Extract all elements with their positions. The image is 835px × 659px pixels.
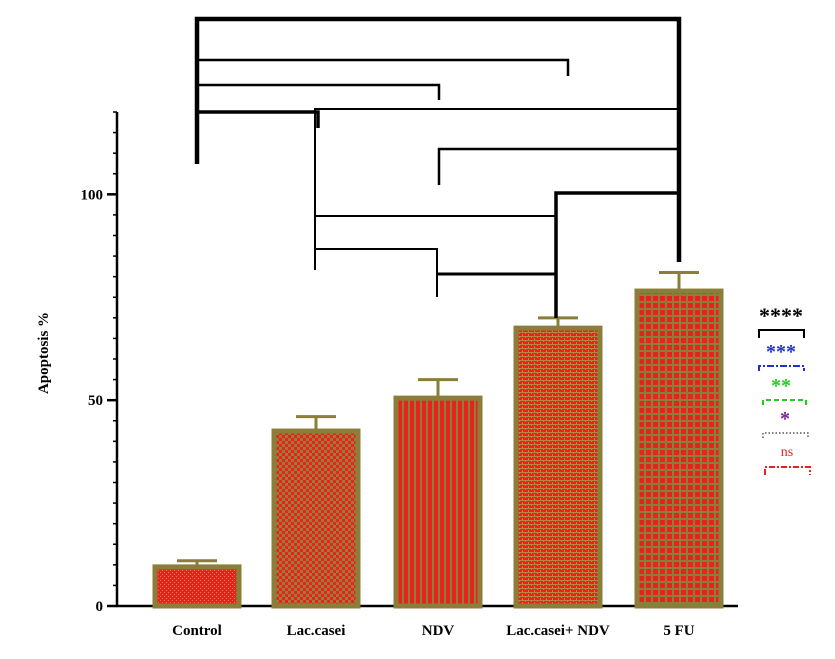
category-label: Control bbox=[172, 623, 222, 639]
bracket-control-lac bbox=[197, 110, 320, 128]
bar-lac-casei-ndv bbox=[513, 325, 603, 609]
legend-line-2star bbox=[762, 399, 807, 405]
y-axis: 0 50 100 bbox=[81, 111, 119, 615]
legend-item-4star: **** bbox=[758, 303, 805, 338]
bars bbox=[152, 288, 724, 609]
category-label: NDV bbox=[422, 623, 455, 639]
legend-item-2star: ** bbox=[762, 375, 807, 405]
y-tick-label: 50 bbox=[88, 393, 103, 409]
legend-line-1star bbox=[762, 432, 809, 438]
y-tick-label: 0 bbox=[96, 599, 104, 615]
legend-label-1star: * bbox=[780, 408, 790, 430]
bracket-control-5fu bbox=[194, 16, 682, 262]
legend-line-4star bbox=[758, 329, 805, 338]
error-bars bbox=[177, 271, 699, 567]
category-labels: Control Lac.casei NDV Lac.casei+ NDV 5 FU bbox=[172, 623, 695, 639]
bar-lac-casei bbox=[271, 428, 361, 609]
bracket-ndv-5fu bbox=[437, 147, 679, 185]
legend-label-ns: ns bbox=[781, 445, 793, 460]
y-major-ticks: 0 50 100 bbox=[81, 187, 117, 615]
category-label: 5 FU bbox=[663, 623, 694, 639]
legend-item-3star: *** bbox=[758, 341, 805, 371]
bar-5-fu bbox=[634, 288, 724, 609]
legend-label-2star: ** bbox=[771, 375, 791, 397]
significance-legend: **** *** ** * ns bbox=[758, 303, 811, 475]
legend-line-ns bbox=[764, 466, 811, 475]
bracket-lac-5fu bbox=[314, 108, 679, 270]
legend-label-4star: **** bbox=[759, 303, 803, 328]
significance-brackets bbox=[194, 16, 682, 318]
y-tick-label: 100 bbox=[81, 187, 104, 203]
legend-item-ns: ns bbox=[764, 445, 811, 475]
y-axis-title: Apoptosis % bbox=[36, 312, 52, 394]
legend-item-1star: * bbox=[762, 408, 809, 438]
bracket-control-lacndv bbox=[197, 58, 570, 76]
bar-control bbox=[152, 564, 242, 609]
bracket-lacndv-5fu bbox=[554, 191, 679, 318]
category-label: Lac.casei bbox=[287, 623, 346, 639]
legend-line-3star bbox=[758, 365, 805, 371]
legend-label-3star: *** bbox=[766, 341, 796, 363]
category-label: Lac.casei+ NDV bbox=[506, 623, 610, 639]
bracket-lac-ndv bbox=[315, 248, 438, 297]
bar-ndv bbox=[393, 395, 483, 609]
bracket-control-ndv bbox=[197, 83, 441, 100]
